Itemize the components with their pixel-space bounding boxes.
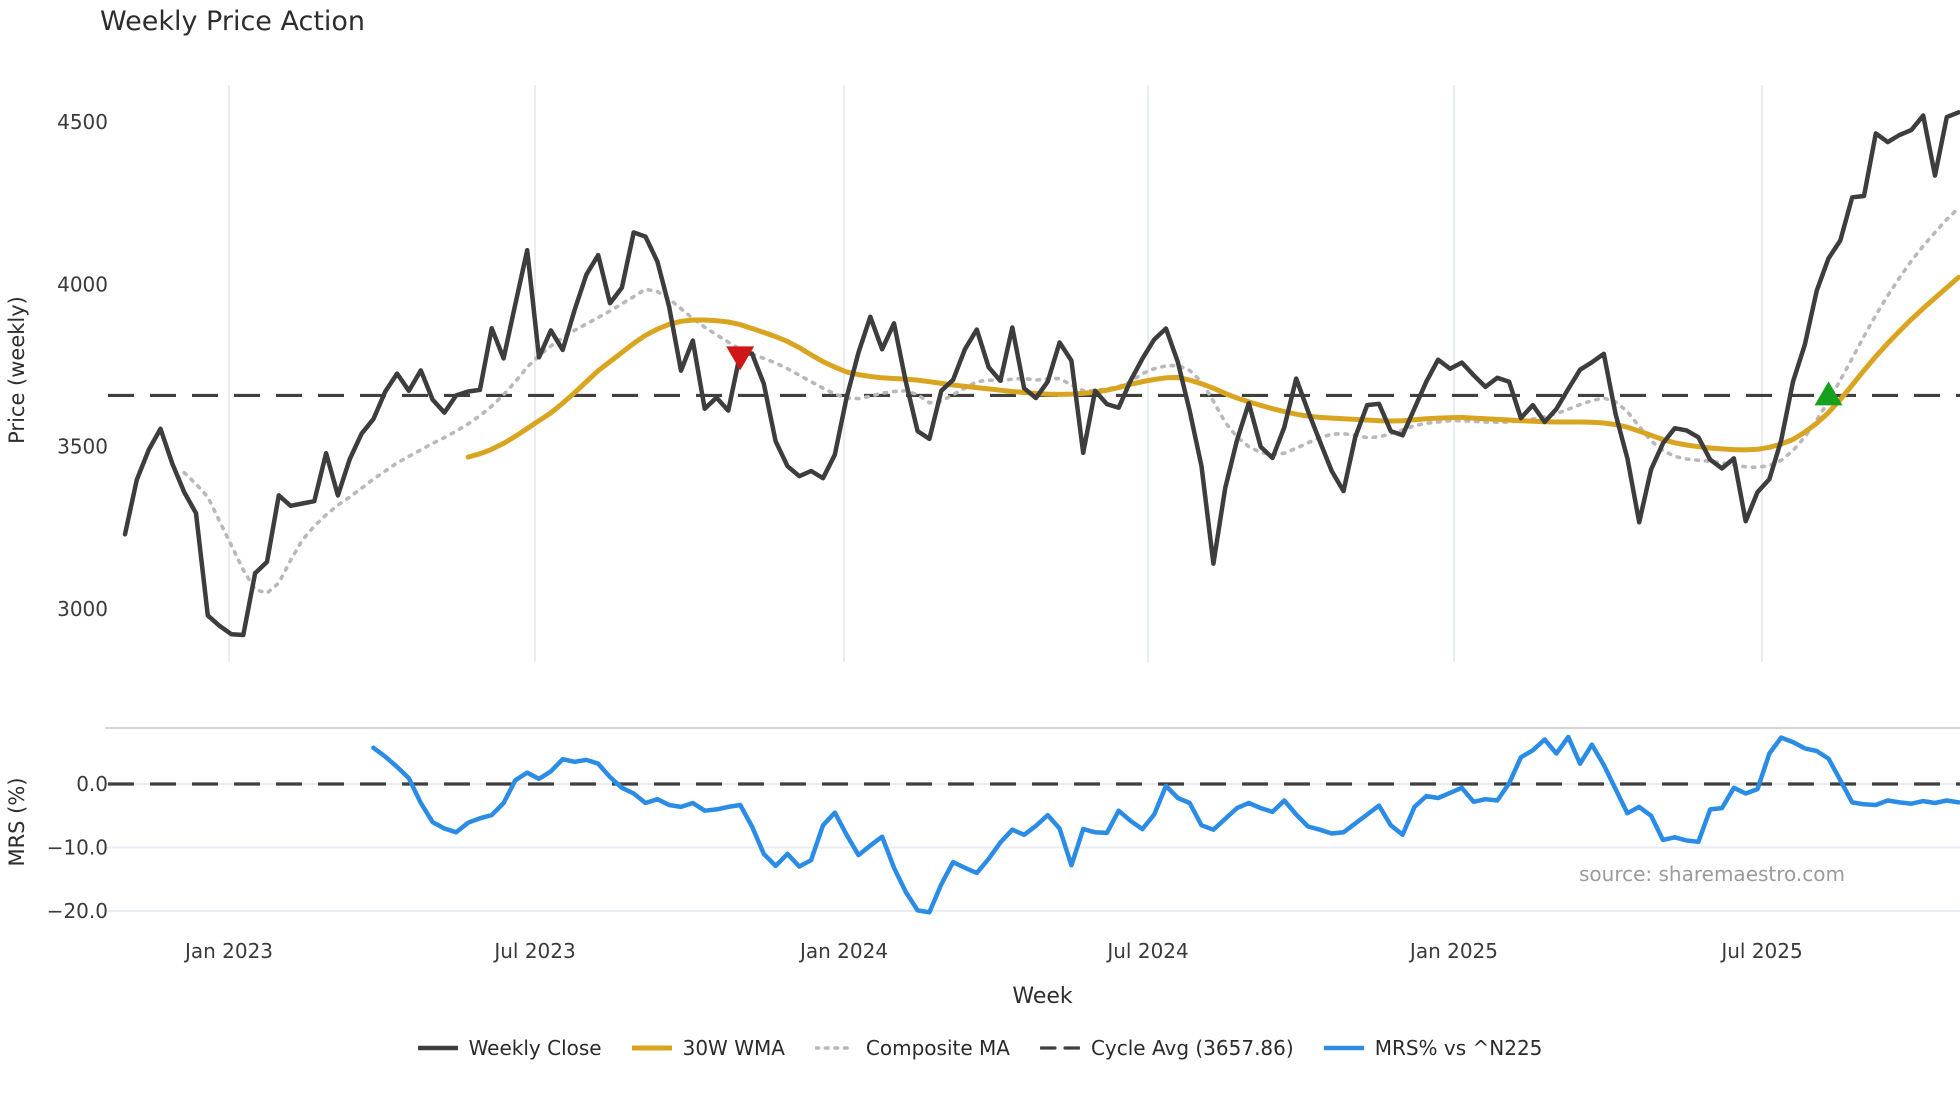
dashed-dark-legend-swatch [1039,1046,1080,1050]
legend-label: 30W WMA [682,1036,785,1060]
legend-label: Weekly Close [468,1036,602,1060]
solid-gold-legend-swatch [631,1045,672,1051]
legend-item-mrs-vs-n225: MRS% vs ^N225 [1323,1036,1543,1060]
legend-item-30w-wma: 30W WMA [631,1036,785,1060]
weekly-close-line [122,110,1960,638]
legend-label: MRS% vs ^N225 [1374,1036,1543,1060]
x-tick-label: Jul 2025 [1719,939,1802,963]
x-tick-label: Jan 2025 [1408,939,1498,963]
price-y-tick-label: 3500 [57,435,108,459]
chart-title: Weekly Price Action [100,6,366,37]
legend-item-cycle-avg-3657-86-: Cycle Avg (3657.86) [1039,1036,1294,1060]
source-watermark: source: sharemaestro.com [1579,862,1845,886]
x-axis-title: Week [1012,984,1073,1009]
price-panel [108,110,1960,638]
sell-signal-marker [726,346,755,371]
price-y-axis-title: Price (weekly) [5,296,29,444]
solid-dark-legend-swatch [417,1045,458,1051]
composite-ma-line [182,206,1960,596]
mrs-line [371,734,1960,915]
buy-signal-marker [1814,381,1843,406]
legend-item-composite-ma: Composite MA [814,1036,1010,1060]
legend-label: Composite MA [865,1036,1010,1060]
legend-label: Cycle Avg (3657.86) [1090,1036,1294,1060]
mrs-y-tick-label: 0.0 [76,772,108,796]
wma-30w-line [465,274,1960,460]
mrs-y-axis-title: MRS (%) [5,777,29,866]
x-tick-label: Jul 2024 [1105,939,1188,963]
mrs-panel [108,734,1960,915]
x-tick-label: Jan 2024 [798,939,888,963]
chart-legend: Weekly Close 30W WMA Composite MA Cycle Avg… [0,1036,1960,1060]
x-tick-label: Jan 2023 [183,939,273,963]
solid-blue-legend-swatch [1323,1045,1364,1051]
x-tick-label: Jul 2023 [492,939,575,963]
mrs-y-tick-label: −10.0 [47,836,108,860]
price-y-tick-label: 4000 [57,272,108,296]
dotted-grey-legend-swatch [814,1046,855,1050]
mrs-y-tick-label: −20.0 [47,899,108,923]
price-y-tick-label: 4500 [57,110,108,134]
gridlines [105,85,1960,912]
price-y-tick-label: 3000 [57,597,108,621]
legend-item-weekly-close: Weekly Close [417,1036,602,1060]
axis-labels: 4500 4000 3500 3000 0.0 −10.0 −20.0 Jan 2023 Jul… [5,110,1803,1009]
